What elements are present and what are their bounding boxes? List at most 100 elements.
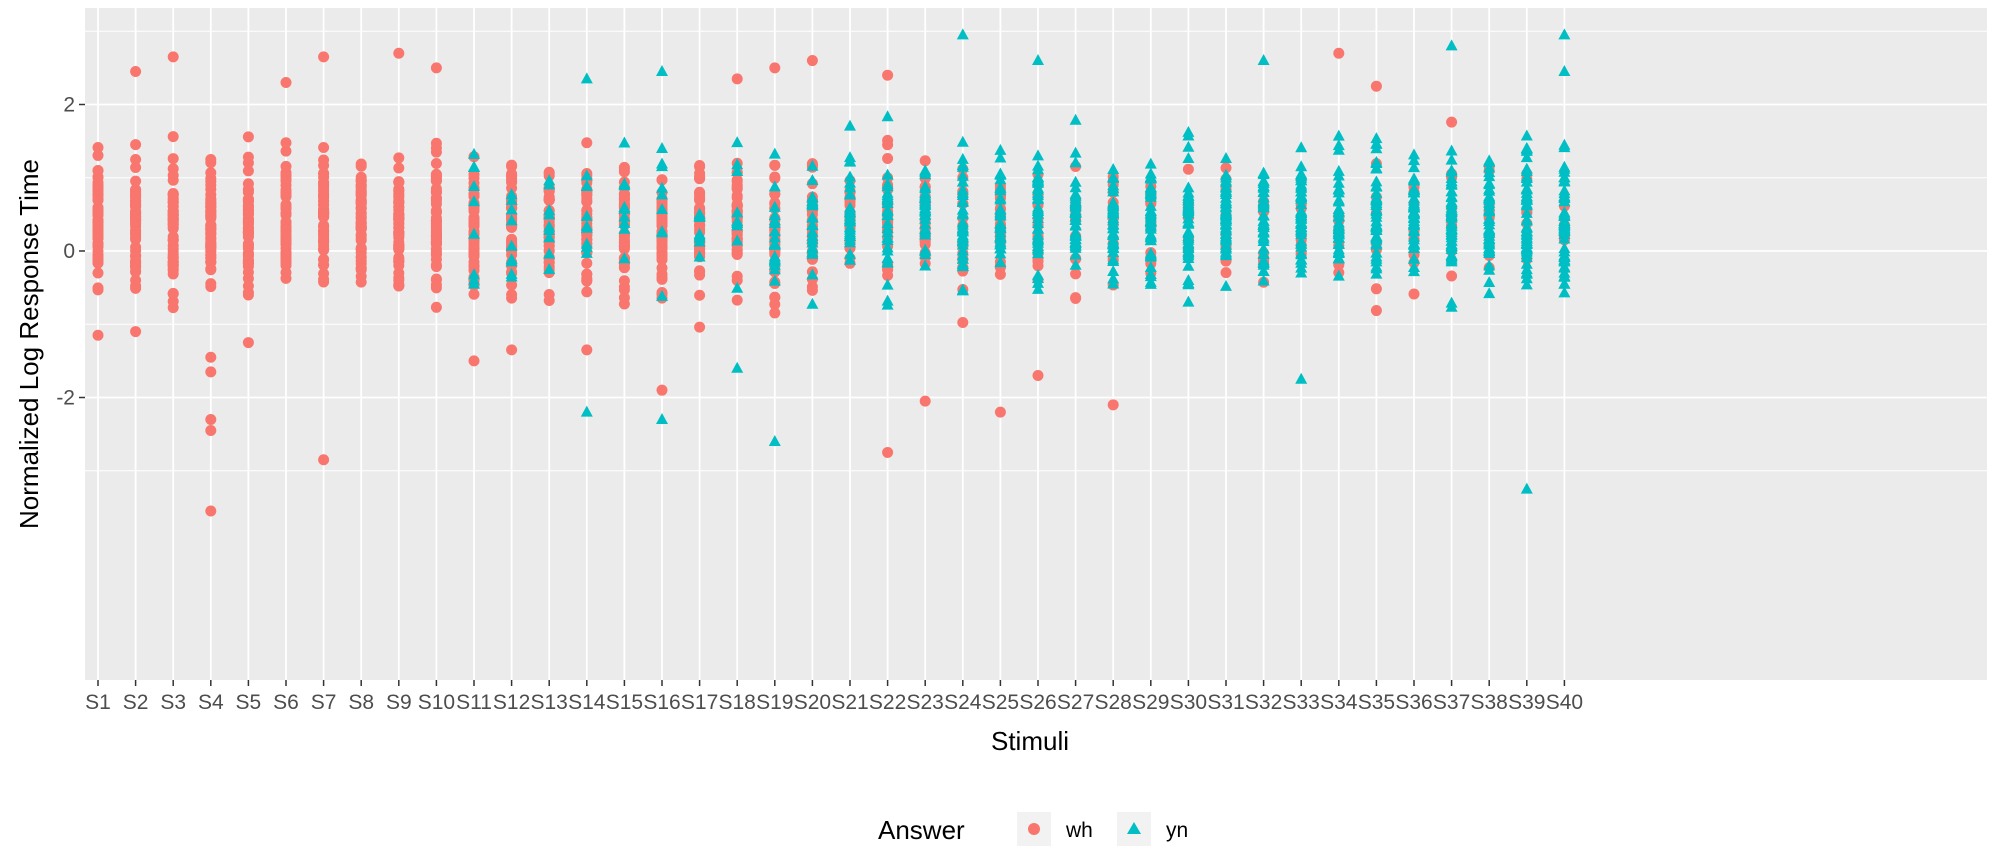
- point-wh: [242, 165, 254, 177]
- x-tick-label: S1: [85, 691, 111, 714]
- point-yn: [580, 405, 593, 417]
- x-tick-label: S5: [236, 691, 262, 714]
- point-yn: [1483, 242, 1496, 254]
- point-yn: [1144, 186, 1157, 198]
- point-wh: [205, 413, 217, 425]
- point-wh: [506, 279, 518, 291]
- point-yn: [1069, 146, 1082, 158]
- point-wh: [656, 384, 668, 396]
- point-yn: [1069, 113, 1082, 125]
- point-yn: [1520, 237, 1533, 249]
- point-yn: [1257, 225, 1270, 237]
- point-wh: [130, 213, 142, 225]
- point-yn: [768, 231, 781, 243]
- point-yn: [1483, 182, 1496, 194]
- point-yn: [1370, 210, 1383, 222]
- point-yn: [1182, 152, 1195, 164]
- point-yn: [1408, 252, 1420, 264]
- point-wh: [355, 160, 367, 172]
- point-wh: [769, 291, 781, 303]
- point-wh: [468, 355, 480, 367]
- point-yn: [1520, 482, 1533, 494]
- point-wh: [280, 259, 292, 271]
- point-wh: [769, 62, 781, 74]
- x-tick-label: S32: [1245, 691, 1282, 714]
- point-yn: [543, 247, 556, 259]
- point-yn: [1069, 239, 1082, 251]
- point-wh: [430, 230, 442, 242]
- point-yn: [1107, 272, 1120, 284]
- point-wh: [242, 242, 254, 254]
- legend-key-yn-marker: [1127, 822, 1141, 834]
- point-yn: [1182, 259, 1195, 271]
- point-yn: [1257, 177, 1270, 189]
- point-yn: [1182, 192, 1195, 204]
- axes: -2 0 2 S1 S2 S3 S4 S5 S6 S7 S8 S9 S10 S11 S12 S13 S14 S15…: [56, 94, 1583, 715]
- point-yn: [468, 180, 480, 192]
- point-yn: [1445, 191, 1458, 203]
- point-yn: [994, 181, 1007, 193]
- point-wh: [430, 261, 442, 273]
- point-yn: [1107, 163, 1120, 175]
- point-wh: [92, 267, 104, 279]
- point-wh: [92, 230, 104, 242]
- point-wh: [882, 152, 894, 164]
- point-yn: [768, 200, 781, 212]
- point-yn: [1408, 200, 1420, 212]
- x-tick-label: S17: [681, 691, 718, 714]
- point-yn: [806, 211, 819, 223]
- point-yn: [1107, 222, 1120, 234]
- point-yn: [1408, 173, 1420, 185]
- point-wh: [280, 145, 292, 157]
- point-yn: [1032, 222, 1044, 234]
- point-yn: [1558, 270, 1571, 282]
- point-yn: [844, 187, 856, 199]
- point-yn: [693, 235, 706, 247]
- point-yn: [656, 142, 668, 154]
- point-yn: [956, 135, 969, 147]
- point-wh: [242, 131, 254, 143]
- point-yn: [580, 246, 593, 258]
- point-yn: [1220, 191, 1232, 203]
- point-wh: [318, 210, 330, 222]
- point-yn: [994, 256, 1007, 268]
- point-yn: [806, 297, 819, 309]
- point-yn: [1370, 186, 1383, 198]
- point-wh: [1070, 268, 1082, 280]
- point-yn: [618, 177, 631, 189]
- point-yn: [1069, 189, 1082, 201]
- point-yn: [543, 262, 556, 274]
- y-tick-label: 2: [63, 94, 75, 117]
- x-tick-label: S12: [493, 691, 530, 714]
- x-tick-label: S14: [568, 691, 606, 714]
- point-yn: [1032, 149, 1044, 161]
- point-yn: [1558, 245, 1571, 257]
- point-yn: [1220, 174, 1232, 186]
- point-yn: [543, 178, 556, 190]
- point-wh: [205, 256, 217, 268]
- point-wh: [280, 160, 292, 172]
- point-yn: [656, 188, 668, 200]
- point-yn: [468, 268, 480, 280]
- point-wh: [205, 183, 217, 195]
- point-yn: [618, 216, 631, 228]
- point-wh: [242, 157, 254, 169]
- point-yn: [956, 169, 969, 181]
- point-yn: [1445, 165, 1458, 177]
- point-yn: [956, 225, 969, 237]
- point-wh: [167, 51, 179, 63]
- x-tick-label: S20: [794, 691, 831, 714]
- point-wh: [731, 294, 743, 306]
- point-yn: [1483, 212, 1496, 224]
- point-yn: [1520, 193, 1533, 205]
- point-yn: [881, 208, 894, 220]
- point-yn: [1370, 161, 1383, 173]
- point-yn: [956, 175, 969, 187]
- point-yn: [1144, 268, 1157, 280]
- point-wh: [506, 344, 518, 356]
- point-wh: [468, 203, 480, 215]
- point-yn: [1558, 184, 1571, 196]
- point-yn: [1220, 279, 1232, 291]
- x-tick-label: S7: [311, 691, 337, 714]
- point-wh: [92, 149, 104, 161]
